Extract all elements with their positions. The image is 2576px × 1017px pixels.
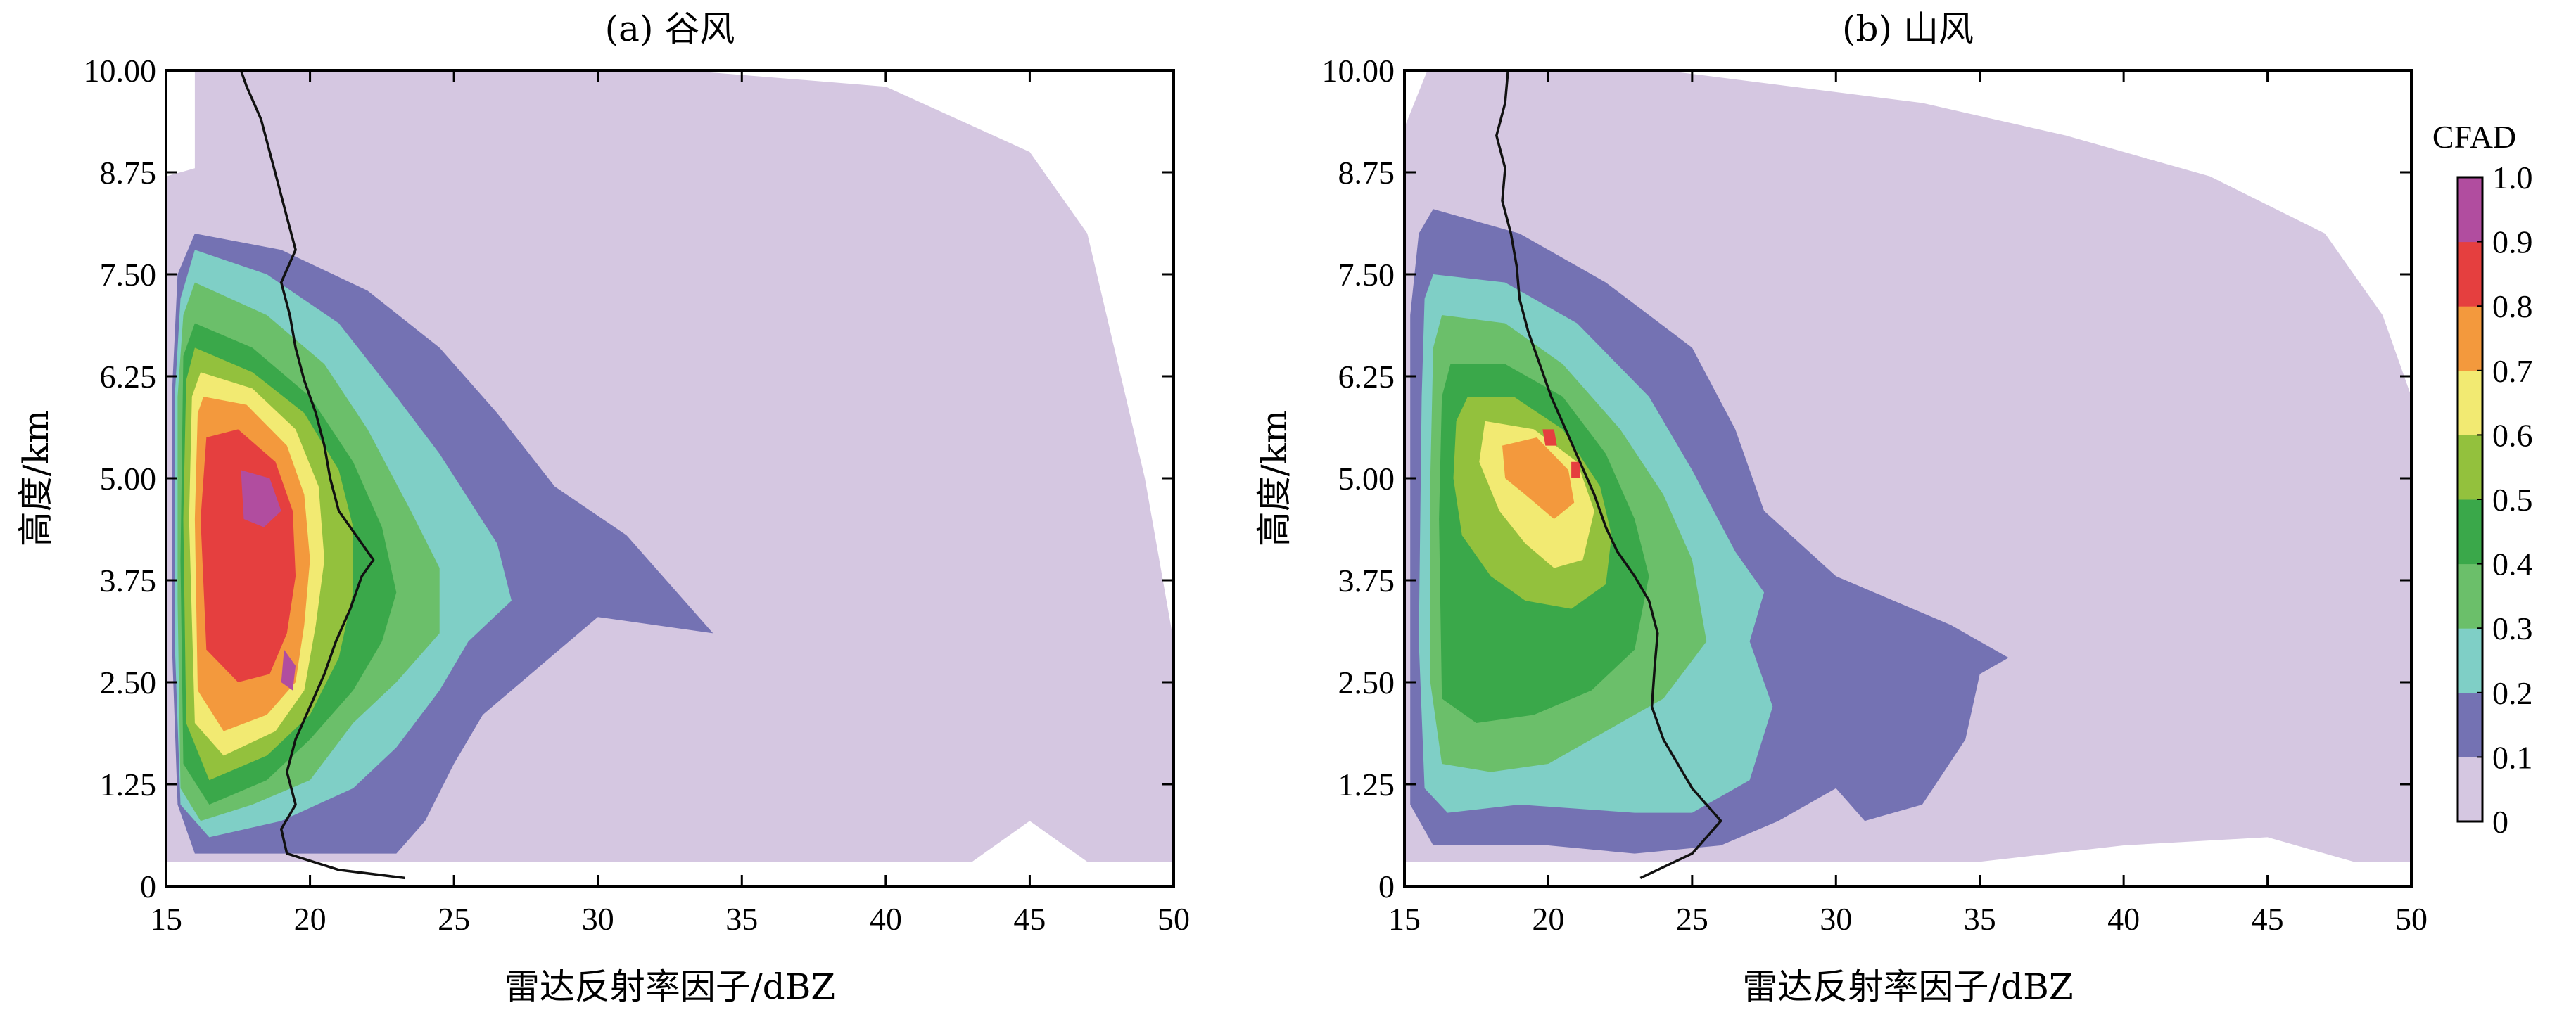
y-tick-label: 2.50 [1338, 665, 1395, 701]
colorbar-swatch [2458, 370, 2482, 435]
colorbar-label: 0.5 [2492, 482, 2533, 518]
contour-level-0-7 [1502, 437, 1575, 519]
colorbar-swatch [2458, 692, 2482, 757]
y-tick-label: 0 [1378, 869, 1395, 904]
y-tick-label: 1.25 [1338, 767, 1395, 802]
y-tick-label: 0 [140, 869, 156, 904]
colorbar-label: 0.2 [2492, 675, 2533, 711]
x-tick-label: 35 [1964, 901, 1996, 937]
cfad-field [166, 70, 1174, 862]
colorbar-label: 0 [2492, 804, 2508, 840]
colorbar-title: CFAD [2432, 119, 2516, 155]
colorbar-label: 0.7 [2492, 353, 2533, 389]
colorbar-label: 0.6 [2492, 417, 2533, 453]
colorbar: 0 0.1 0.2 0.3 0.4 0.5 0.6 0.7 0.8 0.9 1.0 CFAD [2432, 119, 2533, 840]
panel-b: 15 20 25 30 35 40 45 50 0 1.25 2.50 3.75 5.00 6.25 7.5… [1254, 8, 2428, 1007]
x-tick-label: 40 [870, 901, 902, 937]
contour-level-0-9 [241, 470, 281, 527]
colorbar-swatch [2458, 177, 2482, 243]
colorbar-label: 0.9 [2492, 224, 2533, 260]
x-tick-label: 25 [438, 901, 470, 937]
y-tick-label: 8.75 [1338, 155, 1395, 191]
x-tick-label: 30 [582, 901, 614, 937]
colorbar-swatch [2458, 757, 2482, 822]
colorbar-swatch [2458, 499, 2482, 565]
panel-title: (a) 谷风 [605, 8, 735, 49]
y-tick-label: 7.50 [100, 257, 157, 293]
x-axis-title: 雷达反射率因子/dBZ [1742, 966, 2073, 1007]
mean-reflectivity-profile [239, 70, 405, 880]
contour-level-0-9 [281, 649, 296, 691]
x-axis-title: 雷达反射率因子/dBZ [505, 966, 835, 1007]
colorbar-label: 0.4 [2492, 546, 2533, 582]
y-tick-label: 8.75 [100, 155, 157, 191]
y-axis-title: 高度/km [15, 410, 56, 547]
x-tick-label: 45 [1013, 901, 1046, 937]
cfad-field [1404, 70, 2411, 862]
x-tick-label: 50 [2395, 901, 2428, 937]
x-tick-label: 25 [1676, 901, 1708, 937]
colorbar-swatch [2458, 628, 2482, 693]
contour-level-0-8 [1571, 461, 1580, 478]
y-axis-title: 高度/km [1254, 410, 1295, 547]
x-tick-label: 20 [294, 901, 326, 937]
y-tick-label: 3.75 [100, 563, 157, 599]
y-tick-label: 1.25 [100, 767, 157, 802]
colorbar-swatch [2458, 435, 2482, 500]
x-tick-label: 45 [2252, 901, 2284, 937]
colorbar-label: 1.0 [2492, 160, 2533, 196]
y-tick-label: 6.25 [1338, 359, 1395, 395]
y-tick-label: 3.75 [1338, 563, 1395, 599]
contour-level-0-8 [1542, 429, 1557, 446]
colorbar-label: 0.8 [2492, 288, 2533, 324]
panel-a: 15 20 25 30 35 40 45 50 0 1.25 2.50 3.75 5.00 6.25 7.5… [15, 8, 1190, 1007]
colorbar-label: 0.1 [2492, 739, 2533, 775]
x-tick-label: 50 [1157, 901, 1190, 937]
x-tick-label: 15 [150, 901, 182, 937]
x-tick-label: 30 [1820, 901, 1852, 937]
colorbar-swatch [2458, 563, 2482, 629]
colorbar-swatch [2458, 241, 2482, 307]
x-tick-label: 35 [725, 901, 758, 937]
mean-reflectivity-profile [1495, 70, 1722, 879]
y-tick-label: 7.50 [1338, 257, 1395, 293]
x-tick-label: 20 [1532, 901, 1564, 937]
x-tick-label: 15 [1388, 901, 1421, 937]
y-tick-label: 10.00 [1322, 53, 1395, 89]
y-tick-label: 5.00 [100, 461, 157, 497]
y-tick-label: 2.50 [100, 665, 157, 701]
x-tick-label: 40 [2107, 901, 2140, 937]
colorbar-label: 0.3 [2492, 610, 2533, 646]
panel-title: (b) 山风 [1842, 8, 1974, 49]
y-tick-label: 6.25 [100, 359, 157, 395]
y-tick-label: 5.00 [1338, 461, 1395, 497]
y-tick-label: 10.00 [84, 53, 157, 89]
colorbar-swatch [2458, 306, 2482, 371]
